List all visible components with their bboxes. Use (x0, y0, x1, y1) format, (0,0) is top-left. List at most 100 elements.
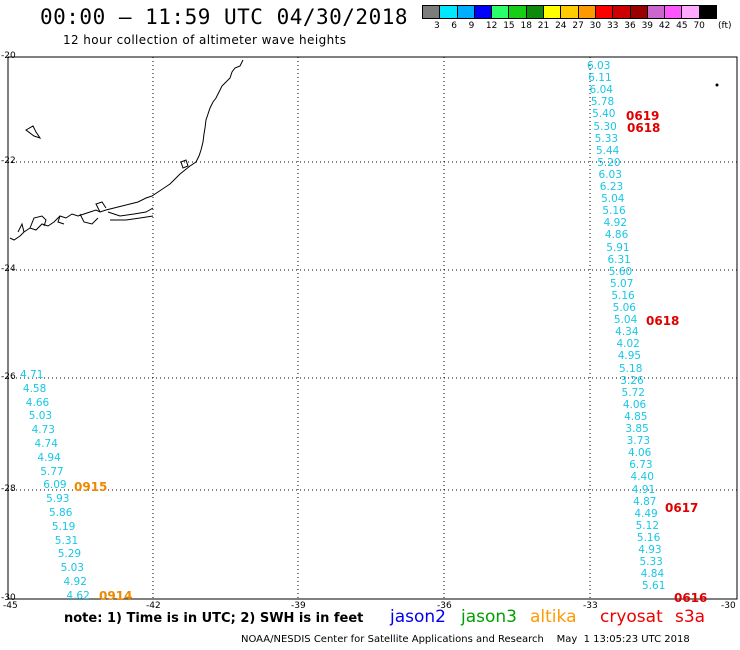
scale-bin: 70 (681, 5, 705, 31)
legend-jason2: jason2 (390, 607, 446, 627)
wave-height-value: 4.71 (20, 369, 44, 381)
wave-height-value: 6.03 (598, 168, 622, 181)
scale-bin-label: 33 (606, 21, 619, 31)
wave-height-value: 4.74 (34, 438, 58, 450)
lat-label-20: -20 (1, 51, 16, 61)
scale-bin-label: 70 (693, 21, 705, 31)
legend-jason3: jason3 (461, 607, 517, 627)
wave-height-value: 5.18 (619, 362, 643, 375)
wave-height-value: 4.62 (66, 589, 90, 602)
wave-height-value: 4.73 (31, 424, 55, 437)
wave-height-value: 5.19 (51, 520, 76, 533)
wave-height-value: 6.31 (607, 253, 631, 266)
coast-bay (17, 201, 107, 233)
scale-bin-label: 24 (555, 21, 567, 31)
wave-height-value: 5.07 (610, 277, 634, 290)
wave-height-value: 5.04 (601, 193, 625, 206)
wave-height-value: 5.06 (612, 302, 636, 314)
lon-label-42: -42 (146, 601, 161, 611)
scale-unit-label: (ft) (718, 21, 732, 31)
scale-bin-label: 30 (589, 21, 602, 31)
wave-height-value: 5.40 (592, 108, 616, 121)
wave-height-value: 6.03 (587, 60, 611, 72)
wave-height-value: 4.95 (617, 350, 642, 363)
wave-height-value: 5.91 (606, 241, 630, 254)
wave-height-value: 5.29 (57, 548, 82, 561)
wave-height-value: 4.84 (640, 568, 665, 581)
scale-bin-label: 39 (641, 21, 654, 31)
wave-height-value: 5.77 (40, 465, 64, 478)
wave-height-value: 5.60 (608, 265, 633, 278)
island-a (25, 125, 42, 139)
island-b (180, 159, 189, 169)
pass-time-label: 0618 (627, 121, 661, 135)
wave-height-value: 5.93 (46, 493, 70, 506)
wave-height-value: 4.40 (630, 471, 654, 484)
legend-note: note: 1) Time is in UTC; 2) SWH is in fe… (64, 611, 364, 626)
scale-bin: 33 (594, 5, 618, 31)
pass-time-label: 0616 (674, 591, 708, 605)
wave-height-value: 5.78 (590, 96, 615, 109)
coast-inlet (79, 207, 154, 225)
wave-height-value: 4.94 (37, 451, 61, 464)
wave-height-value: 4.93 (638, 544, 662, 556)
legend-s3a: s3a (675, 607, 706, 627)
wave-height-value: 5.16 (602, 205, 626, 218)
wave-height-value: 5.04 (613, 314, 638, 327)
wave-height-value: 4.86 (604, 229, 629, 242)
wave-height-value: 5.33 (639, 556, 663, 569)
lon-label-36: -36 (437, 601, 452, 611)
wave-height-value: 6.09 (43, 479, 67, 492)
wave-height-value: 5.31 (54, 534, 79, 547)
wave-height-value: 4.02 (616, 338, 640, 351)
wave-height-value: 5.72 (621, 386, 645, 399)
lon-label-39: -39 (291, 601, 306, 611)
scale-bin-label: 21 (537, 21, 550, 31)
scale-bin: 27 (560, 5, 584, 31)
lon-label-30: -30 (721, 601, 736, 611)
wave-height-value: 4.34 (615, 326, 639, 339)
legend-cryosat: cryosat (600, 607, 663, 627)
scale-bin-label: 36 (624, 21, 636, 31)
legend-altika: altika (530, 607, 577, 627)
scale-bin-label: 18 (520, 21, 532, 31)
wave-height-value: 5.03 (28, 410, 53, 423)
wave-height-value: 4.87 (633, 495, 657, 508)
wave-height-value: 5.30 (593, 120, 617, 133)
wave-height-value: 3.73 (626, 435, 651, 448)
wave-height-value: 4.49 (634, 507, 658, 520)
wave-height-value: 5.12 (635, 519, 660, 532)
lat-label-24: -24 (1, 264, 16, 274)
scale-bin-label: 6 (451, 21, 458, 31)
buoy-dot (715, 83, 719, 87)
wave-height-value: 6.04 (589, 84, 613, 97)
scale-bin-label: 3 (434, 21, 440, 31)
wave-height-value: 4.85 (624, 410, 648, 423)
wave-height-value: 4.91 (631, 483, 656, 496)
lon-label-45: -45 (3, 601, 18, 611)
wave-height-color-scale: 3 6 9 12 15 18 21 24 27 30 33 36 39 42 45 70 (422, 5, 718, 31)
wave-height-value: 5.16 (611, 289, 635, 302)
wave-height-value: 5.03 (60, 562, 84, 575)
scale-bin-label: 12 (485, 21, 498, 31)
wave-height-value: 5.16 (636, 531, 661, 544)
lat-label-26: -26 (1, 372, 16, 382)
wave-height-value: 4.92 (63, 576, 87, 588)
page-subtitle: 12 hour collection of altimeter wave hei… (63, 33, 347, 47)
scale-bin (698, 5, 718, 19)
scale-bin: 18 (508, 5, 532, 31)
wave-height-value: 5.44 (595, 144, 620, 157)
map-frame (7, 56, 738, 600)
wave-height-value: 4.06 (627, 447, 652, 460)
lat-label-30: -30 (1, 593, 16, 603)
scale-bin-label: 45 (676, 21, 688, 31)
pass-time-label: 0619 (626, 109, 660, 123)
wave-height-value: 6.23 (599, 181, 624, 193)
wave-height-value: 5.61 (642, 580, 666, 593)
pass-time-label: 0618 (646, 314, 680, 328)
page-title: 00:00 — 11:59 UTC 04/30/2018 (40, 5, 409, 29)
wave-height-value: 4.58 (22, 382, 47, 395)
wave-height-value: 4.92 (603, 217, 628, 230)
lat-label-28: -28 (1, 484, 16, 494)
